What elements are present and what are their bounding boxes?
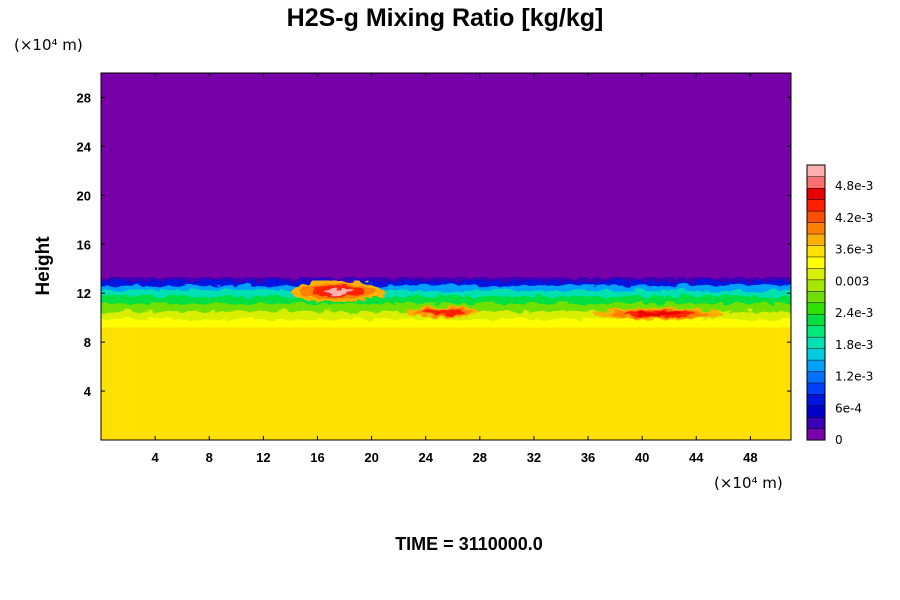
x-tick-label: 8 <box>206 450 213 465</box>
x-tick-label: 20 <box>364 450 378 465</box>
y-tick-label: 28 <box>77 90 91 105</box>
colorbar-tick-label: 3.6e-3 <box>835 243 873 257</box>
band-layer-7 <box>101 319 791 332</box>
plot-border <box>100 72 792 441</box>
plot-area <box>101 73 791 440</box>
colorbar-border <box>806 164 826 441</box>
colorbar-segment <box>806 359 826 372</box>
colorbar-segment <box>806 405 826 418</box>
colorbar-segment <box>806 313 826 326</box>
x-axis-ticks: 4 8 12 16 20 24 28 32 36 40 44 48 <box>152 73 758 465</box>
colorbar-tick-label: 6e-4 <box>835 401 862 415</box>
colorbar-tick-label: 0 <box>835 433 843 447</box>
colorbar-segment <box>806 302 826 315</box>
x-tick-label: 40 <box>635 450 649 465</box>
colorbar-segment <box>806 164 826 178</box>
colorbar-segment <box>806 256 826 269</box>
x-tick-label: 16 <box>310 450 324 465</box>
x-tick-label: 12 <box>256 450 270 465</box>
lower-layer <box>101 327 791 440</box>
y-tick-label: 8 <box>84 335 91 350</box>
y-unit-label: (×10⁴ m) <box>14 36 83 54</box>
time-label: TIME = 3110000.0 <box>395 534 543 554</box>
y-axis-label: Height <box>33 236 54 296</box>
colorbar-tick-label: 0.003 <box>835 274 869 288</box>
x-tick-label: 32 <box>527 450 541 465</box>
colorbar-tick-label: 4.8e-3 <box>835 179 873 193</box>
hot-spots <box>290 280 724 321</box>
chart-title: H2S-g Mixing Ratio [kg/kg] <box>287 4 604 32</box>
x-tick-label: 24 <box>418 450 433 465</box>
colorbar-segment <box>806 176 826 189</box>
colorbar-tick-label: 2.4e-3 <box>835 306 873 320</box>
colorbar-segment <box>806 233 826 246</box>
colorbar-segment <box>806 393 826 407</box>
x-tick-label: 28 <box>473 450 487 465</box>
x-tick-label: 4 <box>152 450 160 465</box>
colorbar-segment <box>806 187 826 200</box>
y-tick-label: 4 <box>84 384 92 399</box>
hot-spot-1-ring-3 <box>429 310 456 315</box>
colorbar-segment <box>806 428 826 441</box>
x-tick-label: 44 <box>689 450 704 465</box>
x-tick-label: 48 <box>743 450 757 465</box>
colorbar-segment <box>806 416 826 430</box>
colorbar-segment <box>806 382 826 395</box>
y-axis-ticks: 4 8 12 16 20 24 28 <box>77 90 791 399</box>
colorbar-segment <box>806 222 826 235</box>
colorbar-segment <box>806 279 826 292</box>
colorbar-segment <box>806 290 826 304</box>
colorbar-segment <box>806 348 826 361</box>
colorbar-segment <box>806 336 826 349</box>
x-tick-label: 36 <box>581 450 595 465</box>
hot-spot-0-ring-3 <box>321 287 354 295</box>
hot-spot-2-ring-3 <box>637 311 681 317</box>
colorbar-segment <box>806 267 826 281</box>
colorbar-segment <box>806 371 826 384</box>
colorbar: 0 6e-4 1.2e-3 1.8e-3 2.4e-3 0.003 3.6e-3 4.2e-3… <box>806 164 873 447</box>
y-tick-label: 12 <box>77 286 91 301</box>
colorbar-segment <box>806 244 826 258</box>
y-tick-label: 24 <box>77 139 92 154</box>
colorbar-segment <box>806 325 826 338</box>
colorbar-segment <box>806 210 826 223</box>
colorbar-tick-label: 4.2e-3 <box>835 211 873 225</box>
mixing-band <box>101 277 791 332</box>
x-unit-label: (×10⁴ m) <box>714 474 783 492</box>
colorbar-segment <box>806 199 826 212</box>
y-tick-label: 20 <box>77 188 91 203</box>
colorbar-tick-label: 1.2e-3 <box>835 370 873 384</box>
colorbar-tick-label: 1.8e-3 <box>835 338 873 352</box>
y-tick-label: 16 <box>77 237 91 252</box>
